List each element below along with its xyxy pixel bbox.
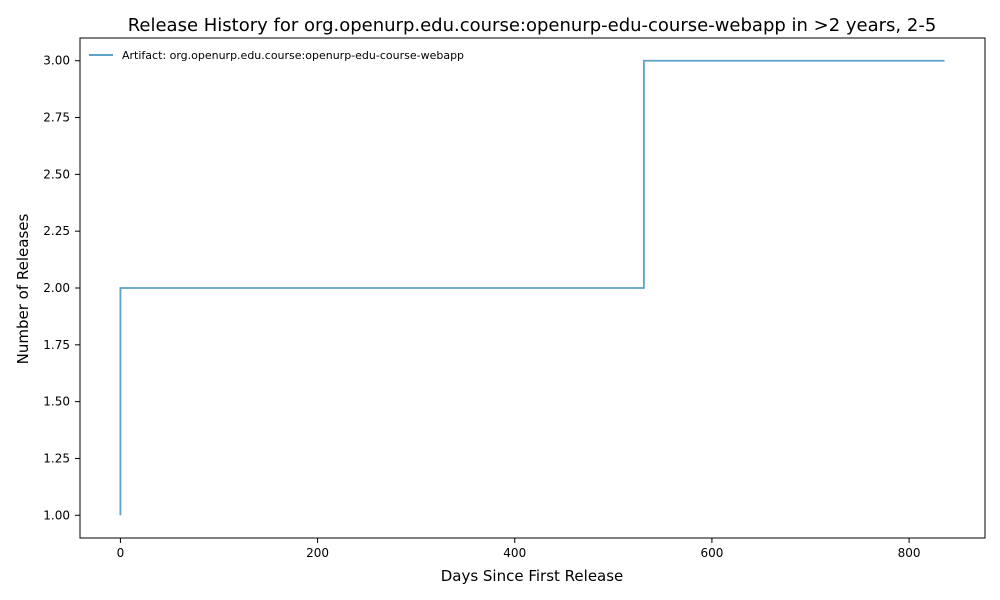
y-axis: 1.00 1.25 1.50 1.75 2.00 2.25 2.50 2.75 3.00 bbox=[43, 54, 80, 522]
x-tick-label: 800 bbox=[898, 546, 921, 560]
y-tick-label: 2.00 bbox=[43, 281, 70, 295]
x-tick-label: 200 bbox=[306, 546, 329, 560]
x-tick-label: 400 bbox=[503, 546, 526, 560]
y-tick-label: 1.50 bbox=[43, 395, 70, 409]
x-axis-label: Days Since First Release bbox=[441, 567, 624, 585]
y-tick-label: 1.00 bbox=[43, 508, 70, 522]
y-tick-label: 2.25 bbox=[43, 224, 70, 238]
chart-title: Release History for org.openurp.edu.cour… bbox=[128, 15, 937, 36]
series-line-0 bbox=[119, 59, 945, 516]
y-tick-label: 1.25 bbox=[43, 451, 70, 465]
legend: Artifact: org.openurp.edu.course:openurp… bbox=[89, 49, 464, 62]
y-tick-label: 1.75 bbox=[43, 338, 70, 352]
legend-label: Artifact: org.openurp.edu.course:openurp… bbox=[122, 49, 464, 62]
x-axis: 0 200 400 600 800 bbox=[117, 538, 921, 560]
y-tick-label: 2.50 bbox=[43, 167, 70, 181]
y-tick-label: 3.00 bbox=[43, 54, 70, 68]
y-axis-label: Number of Releases bbox=[14, 213, 32, 364]
y-tick-label: 2.75 bbox=[43, 111, 70, 125]
x-tick-label: 600 bbox=[700, 546, 723, 560]
x-tick-label: 0 bbox=[117, 546, 125, 560]
